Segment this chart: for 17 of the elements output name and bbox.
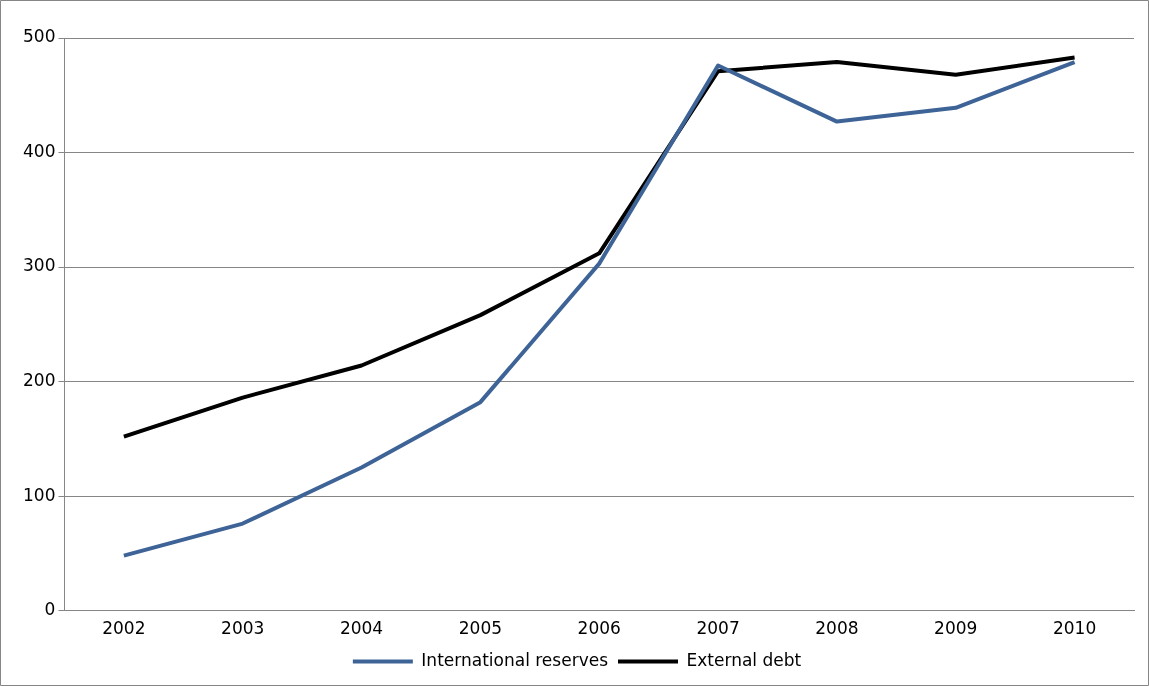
y-tick-label: 100 bbox=[22, 484, 56, 505]
legend-label: External debt bbox=[686, 649, 802, 670]
y-tick-label: 500 bbox=[22, 26, 56, 47]
y-tick-label: 400 bbox=[22, 140, 56, 161]
y-tick-label: 300 bbox=[22, 255, 56, 276]
y-tick-label: 200 bbox=[22, 369, 56, 390]
x-tick-label: 2004 bbox=[339, 618, 384, 639]
x-tick-label: 2009 bbox=[934, 618, 978, 639]
legend-label: International reserves bbox=[421, 649, 609, 670]
x-tick-label: 2008 bbox=[815, 618, 859, 639]
x-tick-label: 2003 bbox=[221, 618, 265, 639]
x-tick-label: 2010 bbox=[1052, 618, 1097, 639]
x-tick-label: 2007 bbox=[696, 618, 740, 639]
x-tick-label: 2006 bbox=[577, 618, 621, 639]
x-tick-label: 2002 bbox=[102, 618, 146, 639]
x-tick-label: 2005 bbox=[458, 618, 503, 639]
y-tick-label: 0 bbox=[44, 599, 56, 620]
